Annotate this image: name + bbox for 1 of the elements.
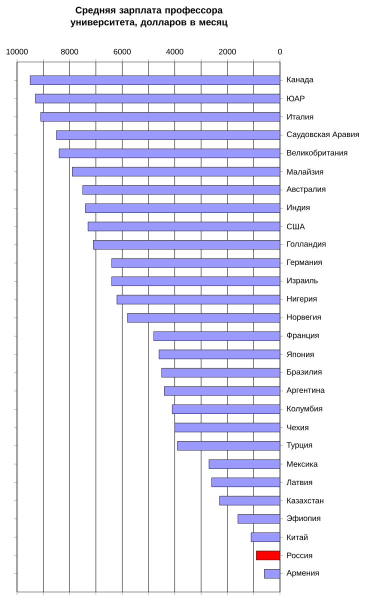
chart-title: Средняя зарплата профессора университета, долларов в месяц [70,6,228,28]
